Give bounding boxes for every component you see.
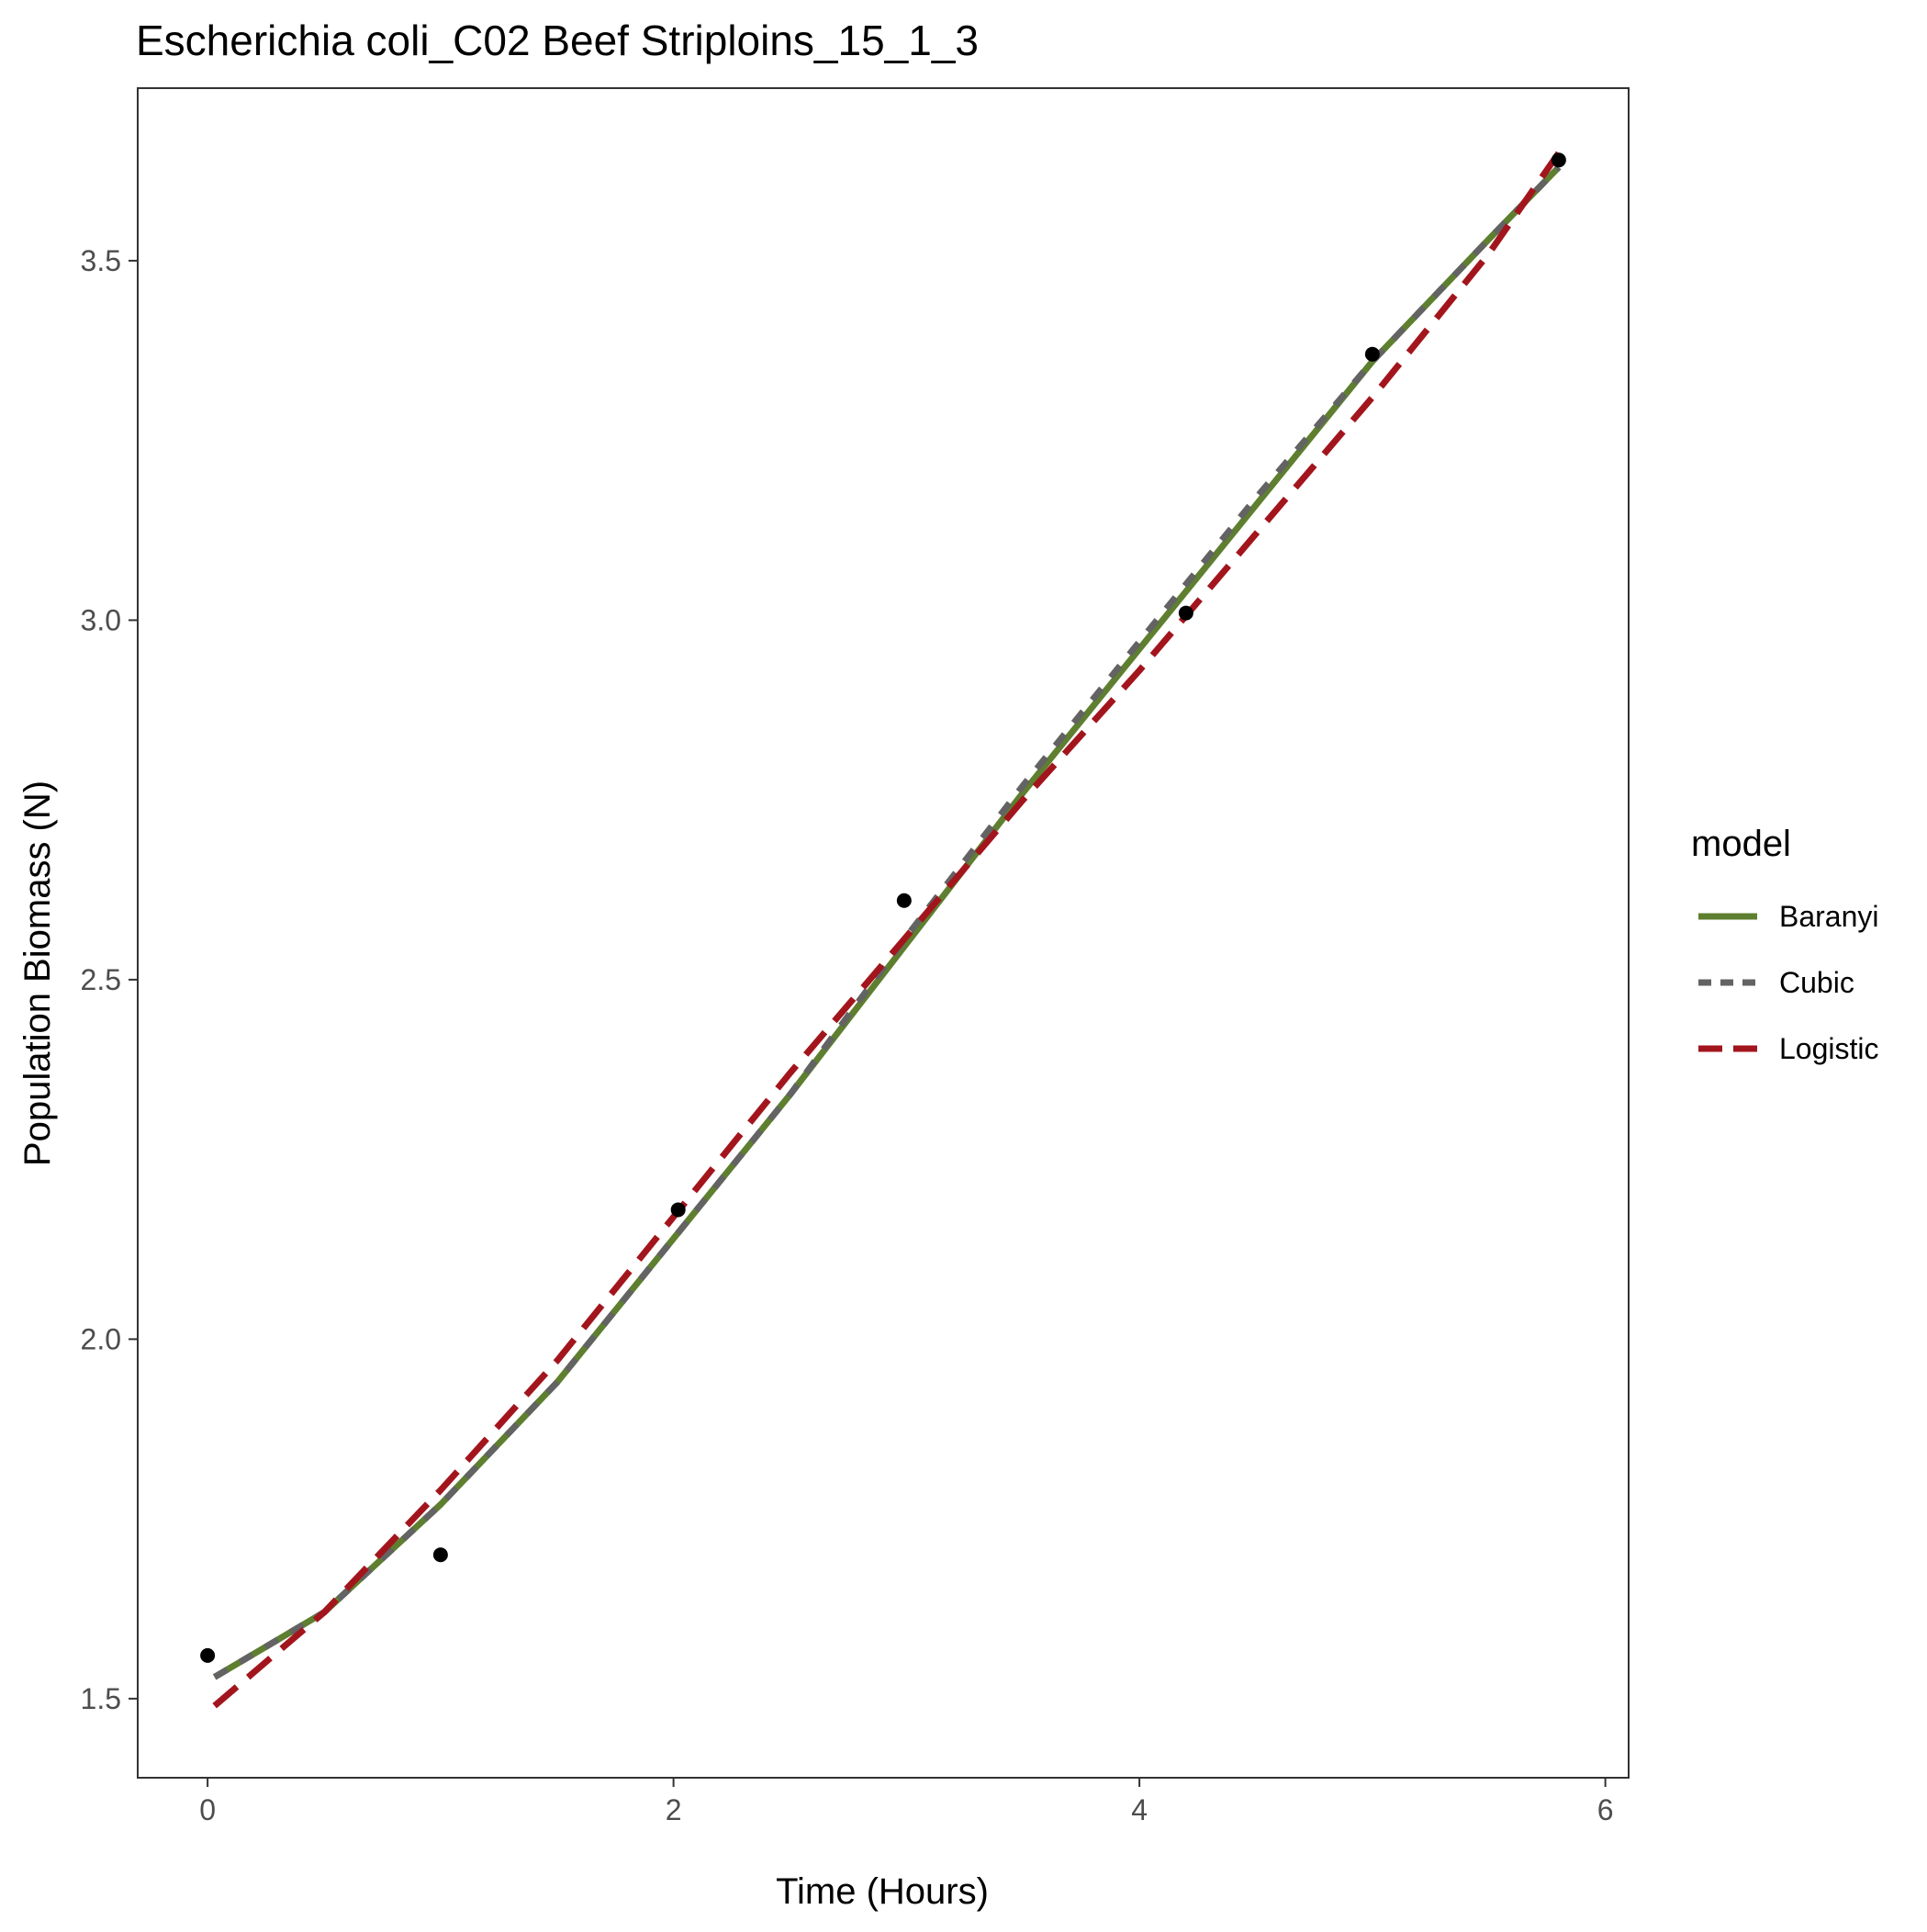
y-axis-label: Population Biomass (N): [17, 781, 58, 1166]
chart-title: Escherichia coli_C02 Beef Striploins_15_…: [136, 17, 979, 64]
data-point: [670, 1202, 686, 1218]
data-point: [432, 1547, 448, 1563]
y-tick-label: 3.0: [81, 603, 121, 636]
legend-title: model: [1691, 824, 1791, 864]
x-tick-label: 6: [1597, 1793, 1614, 1826]
y-tick-label: 2.0: [81, 1322, 121, 1355]
x-tick-label: 0: [199, 1793, 216, 1826]
legend-label-baranyi: Baranyi: [1779, 900, 1879, 933]
data-point: [200, 1647, 216, 1663]
x-axis-label: Time (Hours): [776, 1871, 989, 1912]
x-tick-label: 2: [666, 1793, 682, 1826]
panel-border: [137, 87, 1630, 1779]
data-point: [896, 893, 912, 908]
data-point: [1551, 152, 1566, 168]
x-tick-label: 4: [1131, 1793, 1148, 1826]
y-tick-label: 2.5: [81, 963, 121, 996]
legend: model Baranyi Cubic Logistic: [1691, 824, 1879, 1065]
y-tick-label: 1.5: [81, 1682, 121, 1715]
legend-label-logistic: Logistic: [1779, 1032, 1879, 1065]
legend-label-cubic: Cubic: [1779, 966, 1854, 999]
series-line-logistic: [212, 151, 1562, 1709]
y-tick-label: 3.5: [81, 244, 121, 277]
data-point: [1178, 605, 1193, 621]
data-point: [1364, 346, 1380, 362]
plot-area: [137, 87, 1630, 1779]
